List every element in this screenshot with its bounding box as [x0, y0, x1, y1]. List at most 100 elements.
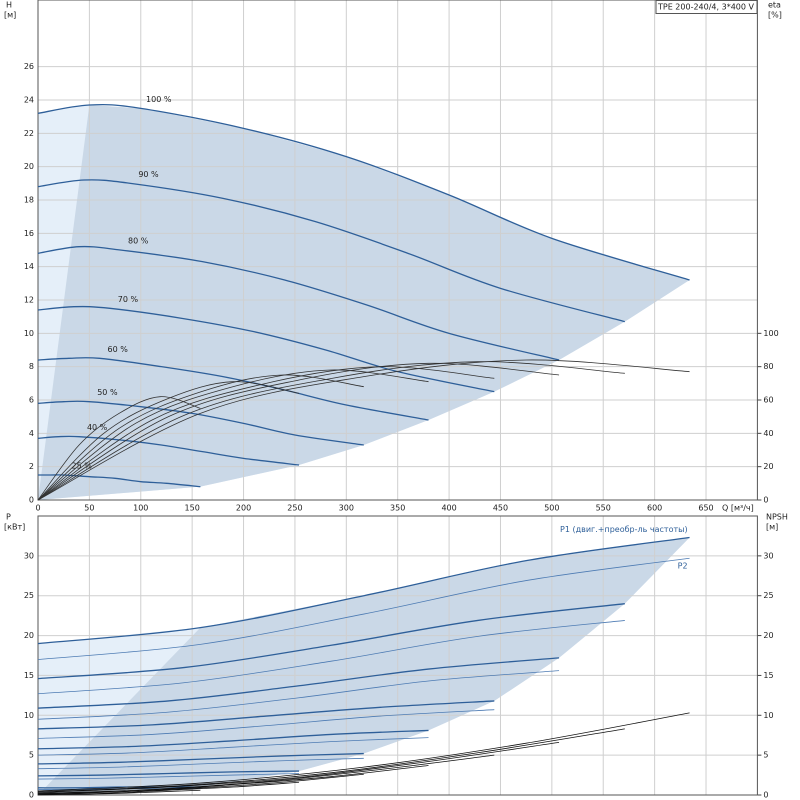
y-axis-unit: [кВт] [4, 523, 25, 532]
curve [37, 754, 495, 794]
chart-title: TPE 200-240/4, 3*400 V [657, 3, 755, 12]
y2-tick-label: 60 [763, 396, 773, 405]
x-tick-label: 350 [390, 504, 405, 513]
y-tick-label: 10 [24, 329, 34, 338]
operating-area [38, 105, 690, 500]
plot-frame [37, 0, 758, 501]
curve [37, 396, 201, 501]
curve [37, 374, 364, 501]
y-tick-label: 25 [24, 591, 34, 600]
curve [37, 709, 495, 739]
curve [37, 789, 201, 796]
curve-label: 60 % [107, 345, 128, 354]
title-box [655, 0, 758, 14]
x-tick-label: 250 [287, 504, 302, 513]
y2-tick-label: 15 [763, 671, 773, 680]
curve-label: 70 % [118, 295, 139, 304]
y-tick-label: 15 [24, 671, 34, 680]
y-axis-label: P [6, 513, 11, 522]
curve [37, 670, 560, 720]
y-tick-label: 4 [29, 429, 34, 438]
x-tick-label: 650 [698, 504, 713, 513]
curve [37, 773, 300, 780]
curve [37, 603, 625, 680]
x-tick-label: 150 [185, 504, 200, 513]
y2-axis-label: NPSH [766, 513, 788, 522]
curve [37, 179, 625, 323]
x-tick-label: 400 [441, 504, 456, 513]
curve [37, 773, 364, 795]
curve [37, 620, 625, 695]
y2-axis-unit: [м] [766, 523, 778, 532]
x-tick-label: 500 [544, 504, 559, 513]
curve [37, 245, 560, 361]
y-tick-label: 20 [24, 631, 34, 640]
y-tick-label: 22 [24, 129, 34, 138]
curve [37, 381, 300, 501]
curve [37, 359, 690, 501]
curve [37, 400, 364, 446]
curve [37, 356, 429, 421]
curve [37, 103, 690, 281]
curve [37, 366, 495, 501]
y2-tick-label: 25 [763, 591, 773, 600]
x-tick-label: 600 [647, 504, 662, 513]
y-tick-label: 0 [29, 791, 34, 800]
curve [37, 536, 690, 645]
y-tick-label: 6 [29, 396, 34, 405]
curve [37, 700, 495, 730]
curve [37, 362, 560, 501]
x-tick-label: 100 [133, 504, 148, 513]
curve [37, 757, 364, 770]
y-tick-label: 24 [24, 96, 34, 105]
x-tick-label: 0 [35, 504, 40, 513]
y-tick-label: 18 [24, 196, 34, 205]
curve [37, 361, 625, 501]
curve [37, 729, 429, 750]
curve-label: 25 % [72, 462, 93, 471]
y-tick-label: 10 [24, 711, 34, 720]
curve [37, 435, 300, 466]
y2-tick-label: 30 [763, 551, 773, 560]
y-tick-label: 5 [29, 751, 34, 760]
y2-axis-label: eta [768, 1, 781, 10]
y2-tick-label: 100 [763, 329, 778, 338]
x-tick-label: 550 [596, 504, 611, 513]
curve [37, 741, 560, 794]
curve [37, 474, 201, 488]
y2-tick-label: 80 [763, 362, 773, 371]
x-tick-label: 450 [493, 504, 508, 513]
curve [37, 712, 690, 792]
curve-label: 90 % [138, 170, 159, 179]
curve [37, 557, 690, 660]
curve-label: P1 (двиг.+преобр-ль частоты) [560, 525, 688, 534]
y-axis-label: H [6, 1, 12, 10]
y2-tick-label: 10 [763, 711, 773, 720]
y2-tick-label: 20 [763, 631, 773, 640]
curve [37, 657, 560, 709]
y-tick-label: 12 [24, 296, 34, 305]
plot-frame [37, 515, 758, 796]
y-tick-label: 8 [29, 362, 34, 371]
x-tick-label: 200 [236, 504, 251, 513]
curve-label: 100 % [146, 95, 172, 104]
y-tick-label: 14 [24, 262, 34, 271]
curve-label: P2 [678, 562, 688, 571]
y-tick-label: 2 [29, 462, 34, 471]
curve-label: 80 % [128, 237, 149, 246]
y-tick-label: 0 [29, 496, 34, 505]
curve [37, 369, 429, 501]
y-tick-label: 20 [24, 162, 34, 171]
y2-tick-label: 20 [763, 462, 773, 471]
y2-tick-label: 40 [763, 429, 773, 438]
x-axis-label: Q [м³/ч] [722, 504, 754, 513]
y-axis-unit: [м] [4, 11, 16, 20]
y2-axis-unit: [%] [768, 11, 782, 20]
curve [37, 752, 364, 765]
curve [37, 737, 429, 756]
curve [37, 728, 625, 793]
y2-tick-label: 0 [763, 496, 768, 505]
y-tick-label: 16 [24, 229, 34, 238]
x-tick-label: 300 [339, 504, 354, 513]
